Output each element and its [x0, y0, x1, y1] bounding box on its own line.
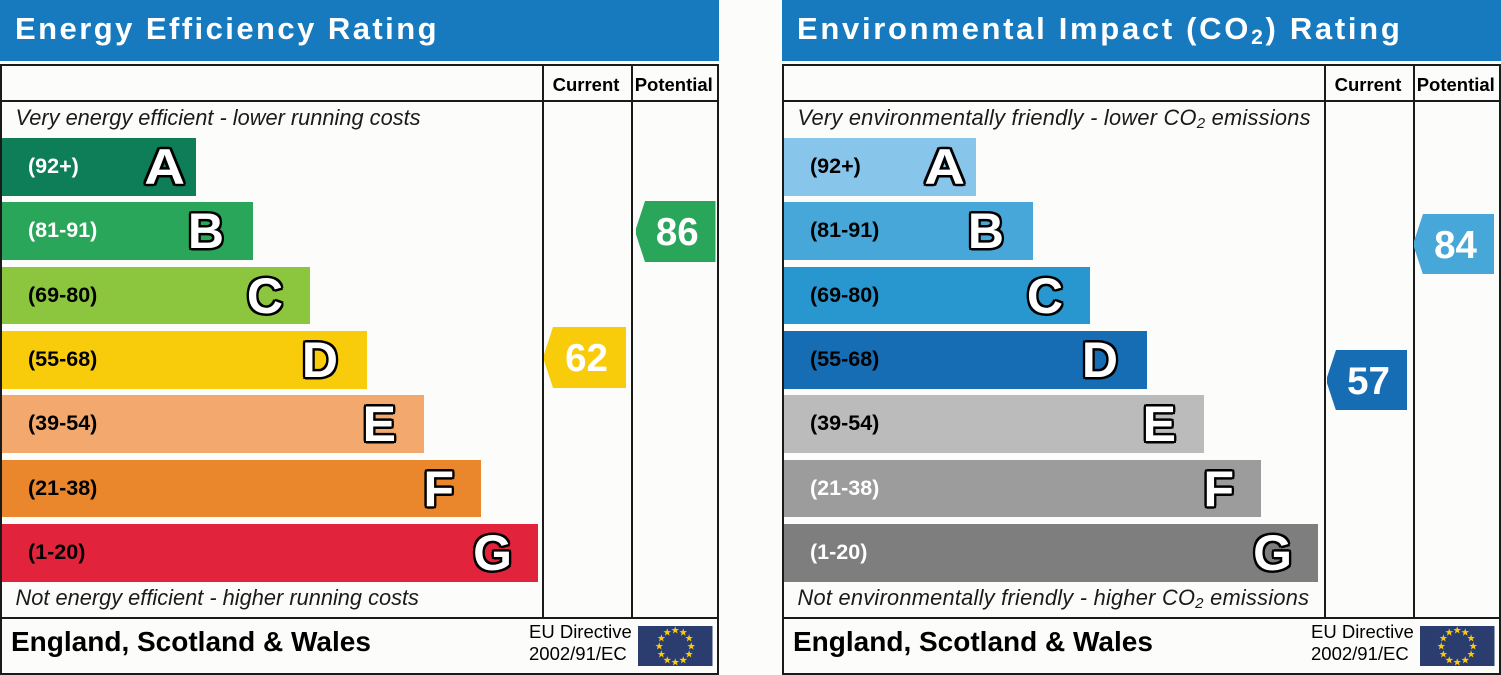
svg-text:57: 57 [1347, 359, 1390, 402]
svg-text:62: 62 [565, 337, 608, 380]
svg-text:86: 86 [656, 211, 699, 254]
svg-text:84: 84 [1434, 223, 1477, 266]
